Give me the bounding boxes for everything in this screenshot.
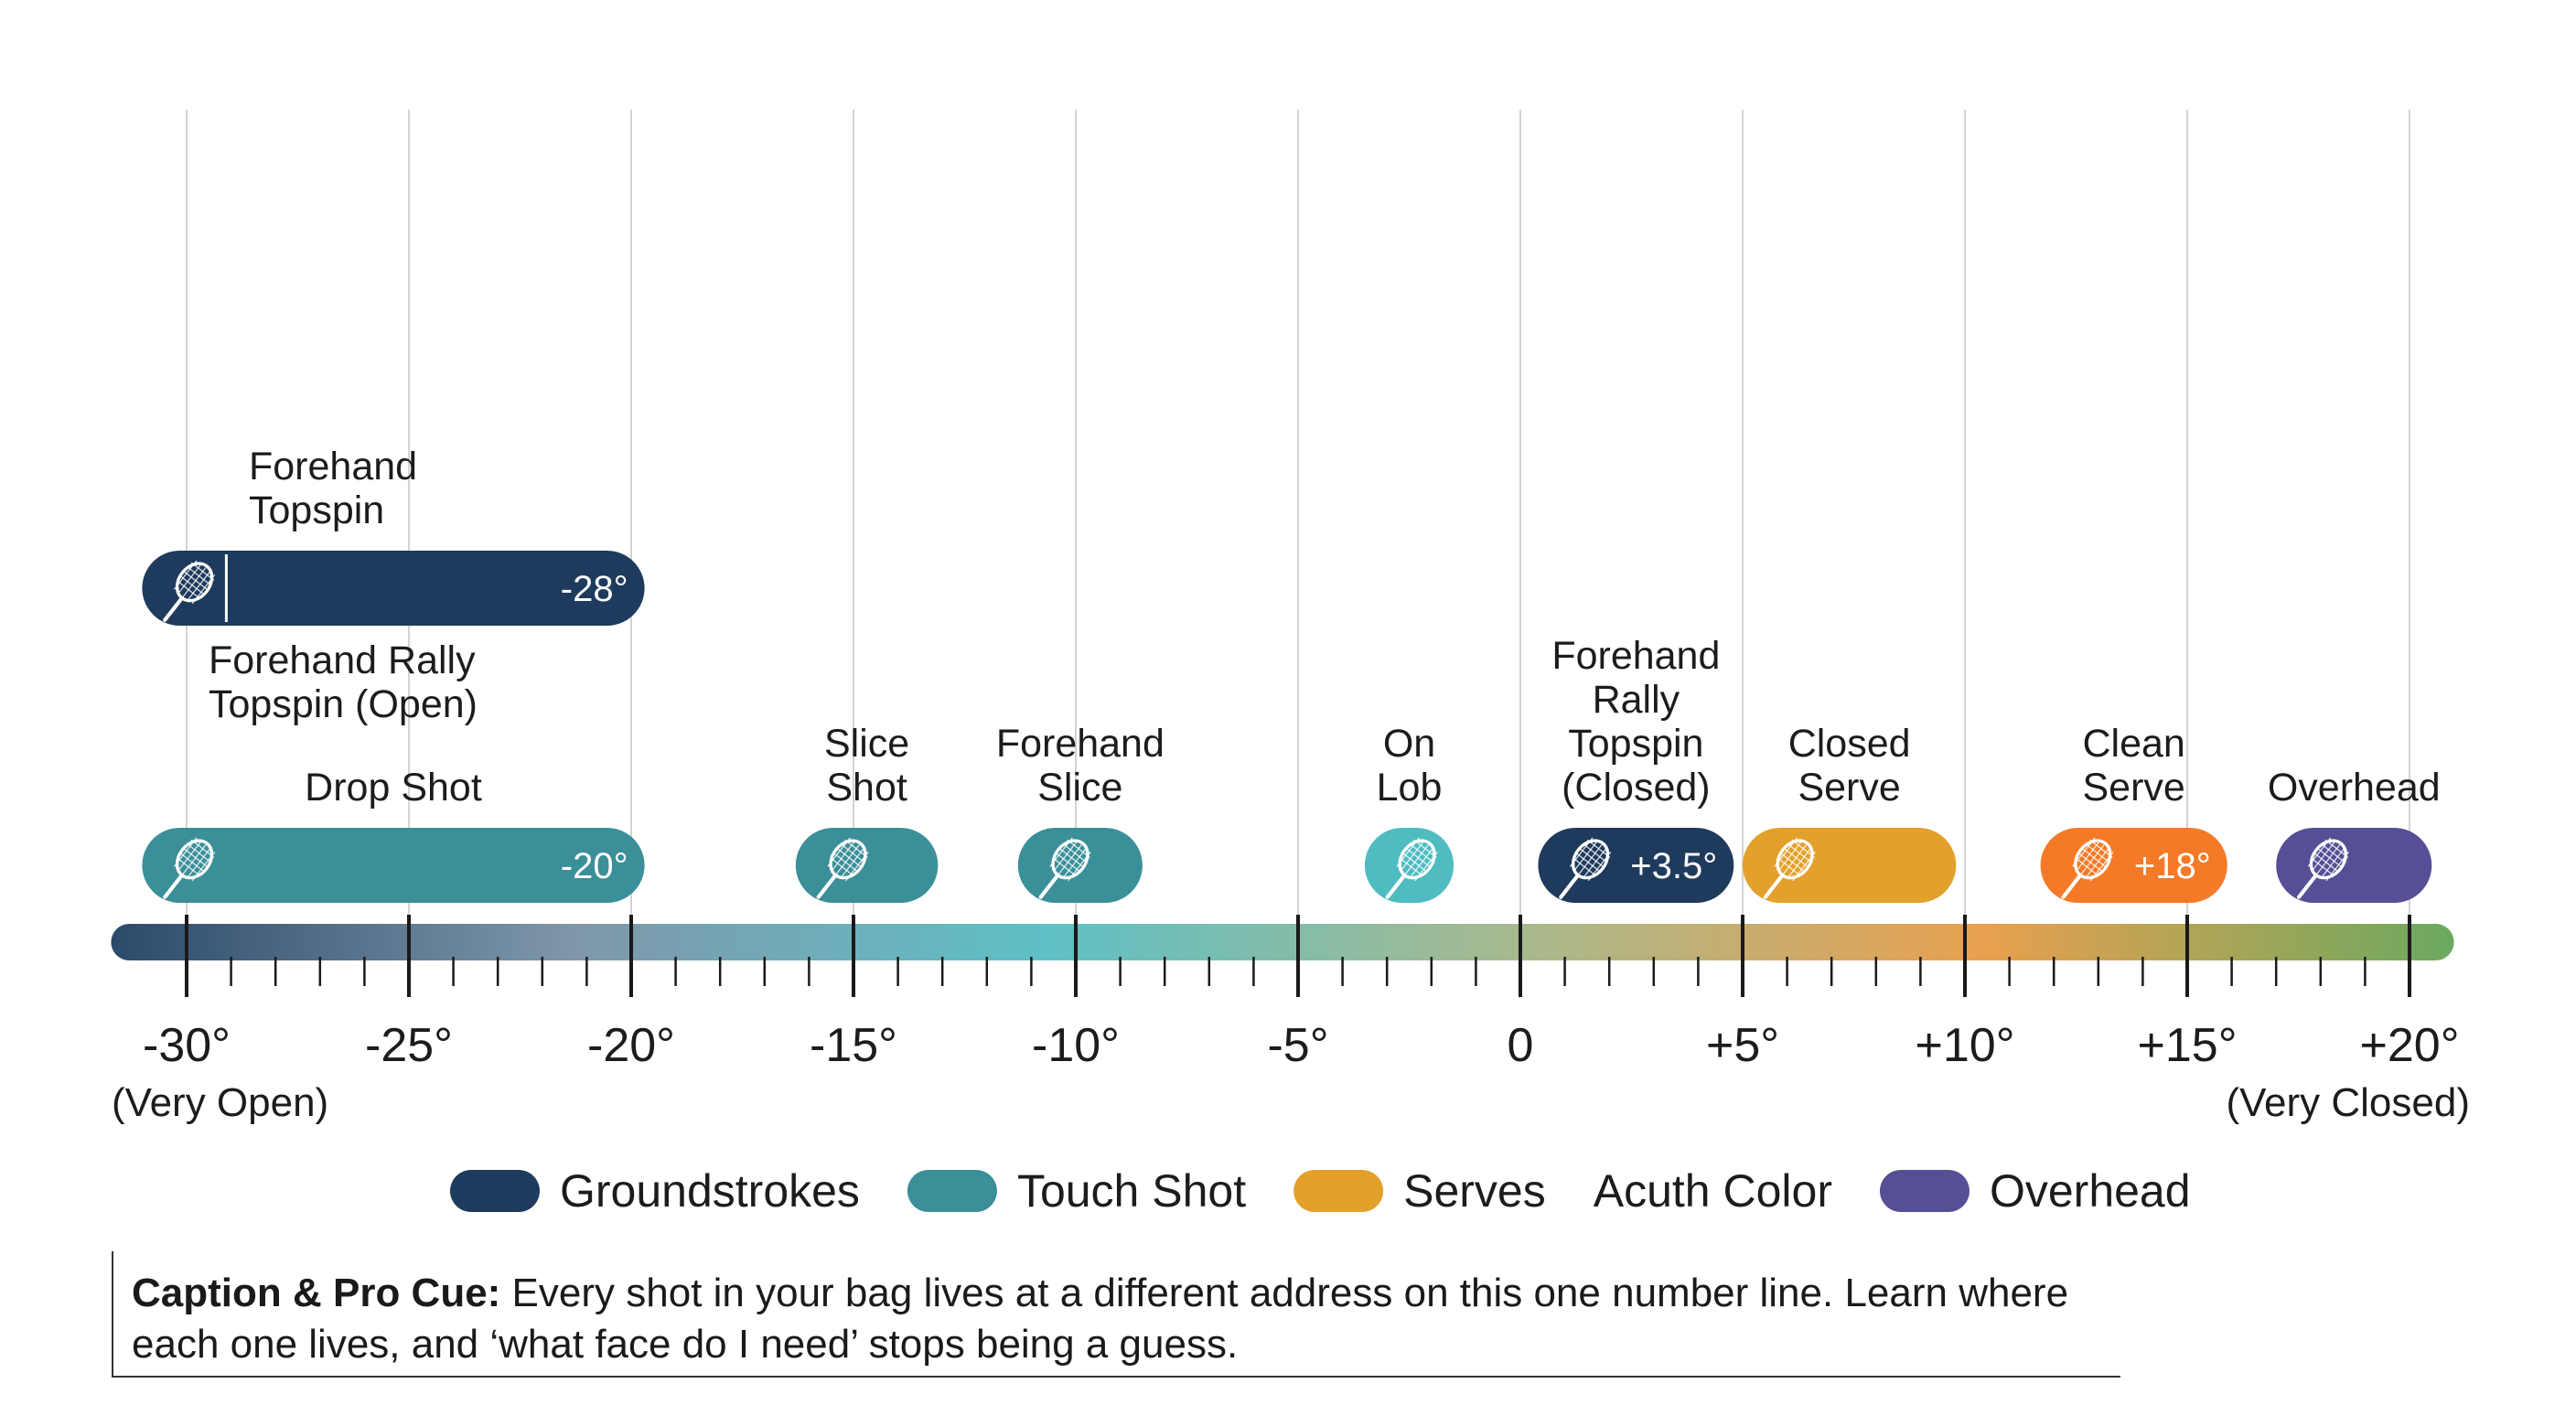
shot-bar: +3.5° bbox=[1538, 828, 1734, 903]
legend-item: Overhead bbox=[1879, 1165, 2191, 1217]
shot-label: Drop Shot bbox=[305, 766, 482, 810]
shot-label: Forehand Rally Topspin (Closed) bbox=[1551, 634, 1720, 810]
shot-label: Forehand Rally Topspin (Open) bbox=[209, 638, 478, 726]
bar-value-label: +18° bbox=[2134, 846, 2211, 886]
racket-icon bbox=[1763, 837, 1816, 899]
legend-label: Serves bbox=[1403, 1165, 1546, 1217]
shot-label: Overhead bbox=[2268, 766, 2441, 810]
bar-value-label: -20° bbox=[561, 846, 628, 886]
tick-label: +10° bbox=[1915, 1019, 2014, 1072]
shot-bar bbox=[1743, 828, 1957, 903]
shot-label: Forehand Topspin bbox=[249, 445, 417, 532]
legend-label: Overhead bbox=[1990, 1165, 2191, 1217]
tick-label: -20° bbox=[587, 1019, 675, 1072]
shot-label: Forehand Slice bbox=[996, 722, 1165, 810]
shot-bar: -20° bbox=[142, 828, 645, 903]
tick-label: -10° bbox=[1032, 1019, 1120, 1072]
legend-swatch bbox=[907, 1170, 997, 1212]
shot-label: Slice Shot bbox=[824, 722, 909, 810]
shot-bar: -28° bbox=[142, 551, 645, 626]
tick-label: -25° bbox=[365, 1019, 453, 1072]
legend-item: Serves bbox=[1293, 1165, 1546, 1217]
tick-label: -30° bbox=[143, 1019, 231, 1072]
tick-label: +15° bbox=[2137, 1019, 2237, 1072]
legend-label: Touch Shot bbox=[1017, 1165, 1246, 1217]
shot-labels: Forehand Topspin Forehand Rally Topspin (Op… bbox=[209, 445, 2441, 810]
shot-label: Clean Serve bbox=[2083, 722, 2185, 810]
shot-bar bbox=[1364, 828, 1454, 903]
racket-icon bbox=[163, 837, 216, 899]
shot-bar: +18° bbox=[2040, 828, 2227, 903]
racket-icon bbox=[1559, 837, 1612, 899]
tick-label: -15° bbox=[810, 1019, 897, 1072]
racket-icon bbox=[1385, 837, 1438, 899]
legend-swatch bbox=[1879, 1170, 1970, 1212]
shot-bar bbox=[1017, 828, 1143, 903]
tick-label: +20° bbox=[2359, 1019, 2459, 1072]
axis-end-label-left: (Very Open) bbox=[112, 1080, 328, 1125]
caption-box: Caption & Pro Cue: Every shot in your ba… bbox=[112, 1251, 2120, 1378]
gridlines bbox=[186, 110, 2410, 933]
racket-icon bbox=[2061, 837, 2114, 899]
angle-axis: -30° -25° -20° -15° -10° -5° 0 +5° +10° +15° +20° (… bbox=[111, 915, 2470, 1125]
caption-lead: Caption & Pro Cue: bbox=[132, 1271, 501, 1315]
caption-text: Every shot in your bag lives at a differ… bbox=[132, 1271, 2069, 1367]
racket-icon bbox=[163, 560, 216, 622]
bar-value-label: +3.5° bbox=[1630, 846, 1717, 886]
racket-icon bbox=[2296, 837, 2350, 899]
bar-value-label: -28° bbox=[561, 569, 628, 609]
racket-icon bbox=[1038, 837, 1091, 899]
legend-swatch bbox=[450, 1170, 540, 1212]
racket-icon bbox=[816, 837, 869, 899]
tick-label: -5° bbox=[1267, 1019, 1328, 1072]
tick-label: 0 bbox=[1508, 1019, 1534, 1072]
shot-bars: -28° -20° +3.5° +18° bbox=[142, 551, 2432, 903]
tick-label: +5° bbox=[1706, 1019, 1779, 1072]
shot-bar bbox=[2276, 828, 2432, 903]
legend-item: Acuth Color bbox=[1594, 1165, 1832, 1217]
legend-label: Acuth Color bbox=[1594, 1165, 1832, 1217]
shot-bar bbox=[795, 828, 939, 903]
legend-swatch bbox=[1293, 1170, 1384, 1212]
legend-label: Groundstrokes bbox=[560, 1165, 860, 1217]
legend-item: Groundstrokes bbox=[450, 1165, 860, 1217]
shot-label: Closed Serve bbox=[1788, 722, 1911, 810]
legend-item: Touch Shot bbox=[907, 1165, 1246, 1217]
legend: Groundstrokes Touch Shot Serves Acuth Color… bbox=[450, 1165, 2191, 1217]
axis-end-label-right: (Very Closed) bbox=[2226, 1080, 2470, 1125]
axis-bar bbox=[111, 924, 2454, 960]
shot-label: On Lob bbox=[1377, 722, 1443, 810]
